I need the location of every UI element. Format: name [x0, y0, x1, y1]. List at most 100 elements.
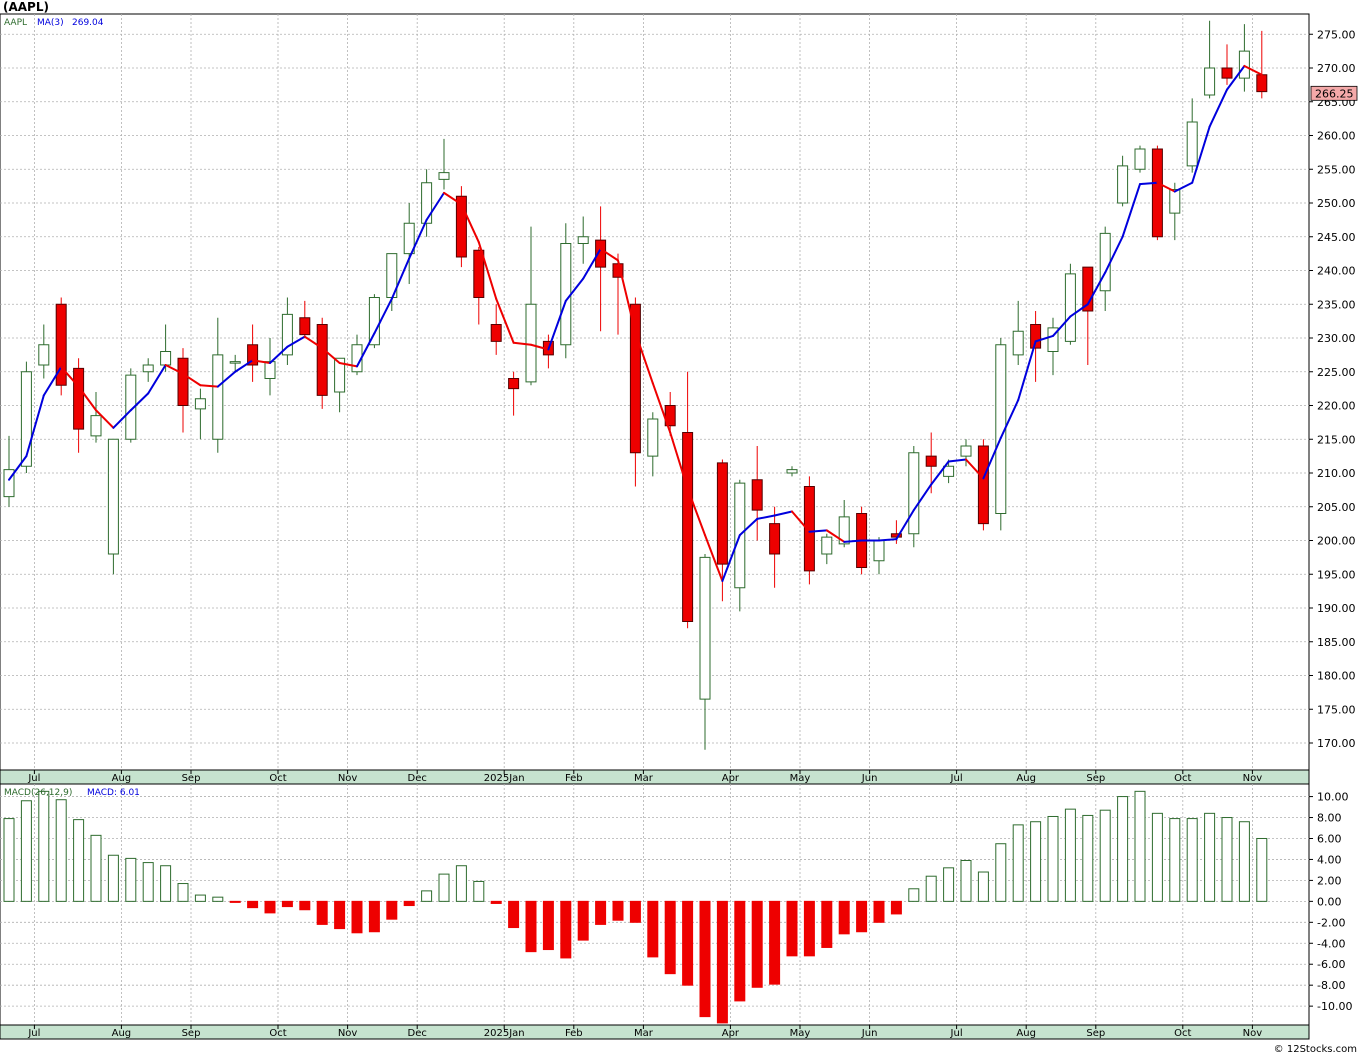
macd-bar — [351, 900, 363, 934]
ma-segment — [1208, 88, 1228, 128]
candle-body — [1012, 330, 1024, 356]
macd-bar — [1238, 821, 1250, 902]
candle — [1064, 263, 1076, 345]
macd-bar — [368, 900, 380, 933]
ma-segment — [477, 241, 498, 300]
macd-bar — [595, 900, 607, 925]
macd-bar — [90, 834, 102, 902]
time-axis-top: Jul Aug Sep Oct Nov Dec 2025Jan Feb Mar Apr May Jun… — [27, 770, 1262, 784]
time-tick-label: Nov — [1243, 773, 1263, 784]
candle-body — [107, 438, 119, 555]
candle-body — [264, 361, 276, 379]
candle — [125, 368, 137, 443]
price-ma-line — [8, 64, 1263, 582]
macd-bar — [821, 900, 833, 948]
macd-bar — [142, 862, 154, 902]
candle — [403, 203, 415, 284]
ma-segment — [547, 299, 567, 351]
macd-bar — [629, 900, 641, 923]
time-tick-label: Mar — [634, 1028, 654, 1039]
ma-segment — [791, 510, 811, 533]
candle — [1238, 24, 1250, 92]
macd-bar — [107, 854, 119, 902]
ma-segment — [373, 297, 393, 335]
ma-segment — [286, 335, 306, 348]
ma-segment — [269, 345, 289, 364]
macd-bar — [55, 799, 67, 902]
ma-segment — [147, 364, 167, 395]
time-tick-label: Jul — [27, 1028, 40, 1039]
candle — [281, 297, 293, 365]
candle-body — [960, 445, 972, 457]
macd-bar — [1099, 809, 1111, 902]
macd-bar — [1082, 814, 1094, 902]
ma-segment — [199, 384, 219, 388]
candle — [1186, 98, 1198, 173]
candle-body — [1082, 266, 1094, 312]
candle-body — [1030, 324, 1042, 349]
time-tick-label: Jun — [861, 1028, 878, 1039]
macd-bar — [664, 900, 676, 975]
candle-body — [751, 479, 763, 511]
candle — [1134, 145, 1146, 173]
candle-body — [160, 351, 172, 366]
macd-bar — [1256, 837, 1268, 902]
ma-segment — [895, 509, 915, 541]
candle-body — [177, 357, 189, 406]
time-tick-label: Sep — [182, 1028, 201, 1039]
candle-body — [490, 324, 502, 342]
candle — [490, 304, 502, 355]
candle — [1012, 300, 1024, 365]
macd-bar — [1064, 808, 1076, 902]
ma-segment — [164, 364, 184, 375]
time-tick-label: Nov — [1243, 1028, 1263, 1039]
ma-segment — [425, 191, 445, 221]
macd-bar — [960, 859, 972, 902]
macd-y-tick-label: -8.00 — [1317, 979, 1345, 992]
candle — [421, 169, 433, 237]
candle — [682, 371, 694, 629]
candle-body — [838, 516, 850, 545]
price-y-tick-label: 180.00 — [1317, 670, 1356, 683]
ma-segment — [564, 277, 585, 302]
watermark: © 12Stocks.com — [1274, 1044, 1357, 1055]
candle — [1151, 145, 1163, 241]
time-tick-label: Nov — [338, 773, 358, 784]
candle — [995, 338, 1007, 531]
candle — [142, 358, 154, 382]
candle-body — [438, 172, 450, 180]
ma-segment — [651, 382, 672, 434]
macd-legend-params: MACD(26,12,9) — [4, 788, 72, 798]
price-legend-ma: MA(3) — [37, 18, 64, 28]
candle — [943, 459, 955, 484]
candle-body — [1186, 121, 1198, 167]
candle — [1082, 266, 1094, 365]
chart-title: (AAPL) — [3, 0, 49, 14]
time-tick-label: Oct — [1174, 773, 1191, 784]
time-tick-label: Feb — [565, 773, 583, 784]
candle — [560, 223, 572, 359]
candle — [1117, 155, 1129, 207]
ma-segment — [495, 297, 515, 344]
macd-bar — [856, 900, 868, 933]
last-price-box — [1310, 85, 1358, 101]
candle-body — [38, 344, 50, 366]
candle-body — [577, 236, 589, 244]
price-y-tick-label: 260.00 — [1317, 130, 1356, 143]
time-tick-label: Aug — [112, 1028, 132, 1039]
macd-bar — [334, 900, 346, 930]
ma-segment — [460, 203, 480, 244]
macd-y-tick-label: 6.00 — [1317, 832, 1342, 845]
macd-bar — [786, 900, 798, 957]
candle-body — [316, 324, 328, 396]
macd-bar — [3, 818, 15, 902]
macd-bar — [438, 873, 450, 902]
price-y-tick-label: 230.00 — [1317, 332, 1356, 345]
macd-bar — [1117, 796, 1129, 902]
macd-bar — [316, 900, 328, 925]
candle — [647, 412, 659, 477]
price-y-tick-label: 240.00 — [1317, 265, 1356, 278]
candle-body — [142, 364, 154, 373]
macd-y-tick-label: -4.00 — [1317, 937, 1345, 950]
